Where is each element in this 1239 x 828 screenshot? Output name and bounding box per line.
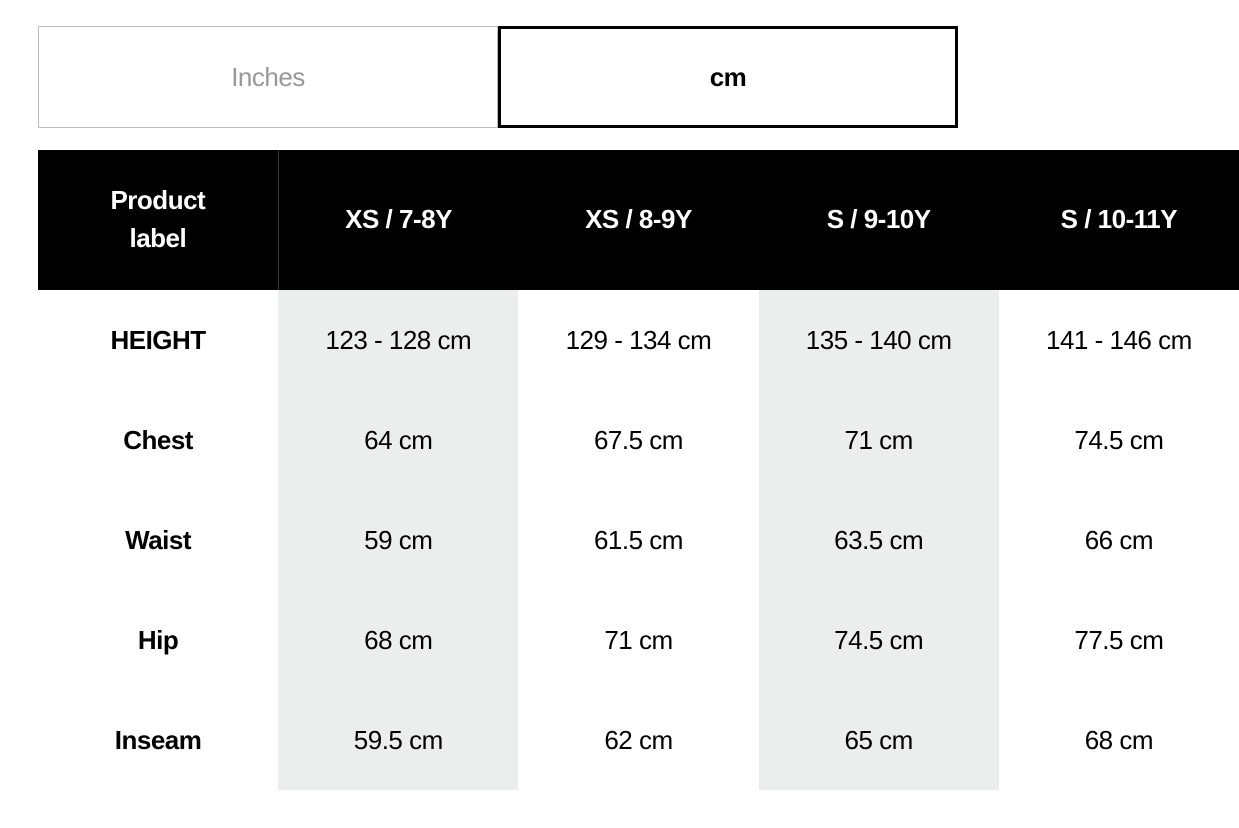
- cell: 61.5 cm: [518, 490, 758, 590]
- cell: 64 cm: [278, 390, 518, 490]
- cell: 65 cm: [759, 690, 999, 790]
- cell: 66 cm: [999, 490, 1239, 590]
- tab-cm[interactable]: cm: [498, 26, 958, 128]
- cell: 74.5 cm: [999, 390, 1239, 490]
- cell: 63.5 cm: [759, 490, 999, 590]
- cell: 71 cm: [759, 390, 999, 490]
- cell: 68 cm: [999, 690, 1239, 790]
- cell: 74.5 cm: [759, 590, 999, 690]
- table-row: HEIGHT 123 - 128 cm 129 - 134 cm 135 - 1…: [38, 290, 1239, 390]
- cell: 123 - 128 cm: [278, 290, 518, 390]
- cell: 62 cm: [518, 690, 758, 790]
- cell: 141 - 146 cm: [999, 290, 1239, 390]
- table-row: Chest 64 cm 67.5 cm 71 cm 74.5 cm: [38, 390, 1239, 490]
- col-header-product-label: Productlabel: [38, 150, 278, 290]
- cell: 67.5 cm: [518, 390, 758, 490]
- col-header-size: XS / 8-9Y: [518, 150, 758, 290]
- unit-tabs: Inches cm: [38, 26, 1239, 128]
- cell: 71 cm: [518, 590, 758, 690]
- tab-inches[interactable]: Inches: [38, 26, 498, 128]
- cell: 68 cm: [278, 590, 518, 690]
- row-label: HEIGHT: [38, 290, 278, 390]
- col-header-size: XS / 7-8Y: [278, 150, 518, 290]
- row-label: Inseam: [38, 690, 278, 790]
- cell: 135 - 140 cm: [759, 290, 999, 390]
- row-label: Waist: [38, 490, 278, 590]
- table-row: Hip 68 cm 71 cm 74.5 cm 77.5 cm: [38, 590, 1239, 690]
- cell: 77.5 cm: [999, 590, 1239, 690]
- table-row: Waist 59 cm 61.5 cm 63.5 cm 66 cm: [38, 490, 1239, 590]
- row-label: Chest: [38, 390, 278, 490]
- col-header-size: S / 10-11Y: [999, 150, 1239, 290]
- col-header-size: S / 9-10Y: [759, 150, 999, 290]
- size-chart-table: Productlabel XS / 7-8Y XS / 8-9Y S / 9-1…: [38, 150, 1239, 790]
- cell: 59.5 cm: [278, 690, 518, 790]
- row-label: Hip: [38, 590, 278, 690]
- cell: 129 - 134 cm: [518, 290, 758, 390]
- table-header-row: Productlabel XS / 7-8Y XS / 8-9Y S / 9-1…: [38, 150, 1239, 290]
- table-row: Inseam 59.5 cm 62 cm 65 cm 68 cm: [38, 690, 1239, 790]
- cell: 59 cm: [278, 490, 518, 590]
